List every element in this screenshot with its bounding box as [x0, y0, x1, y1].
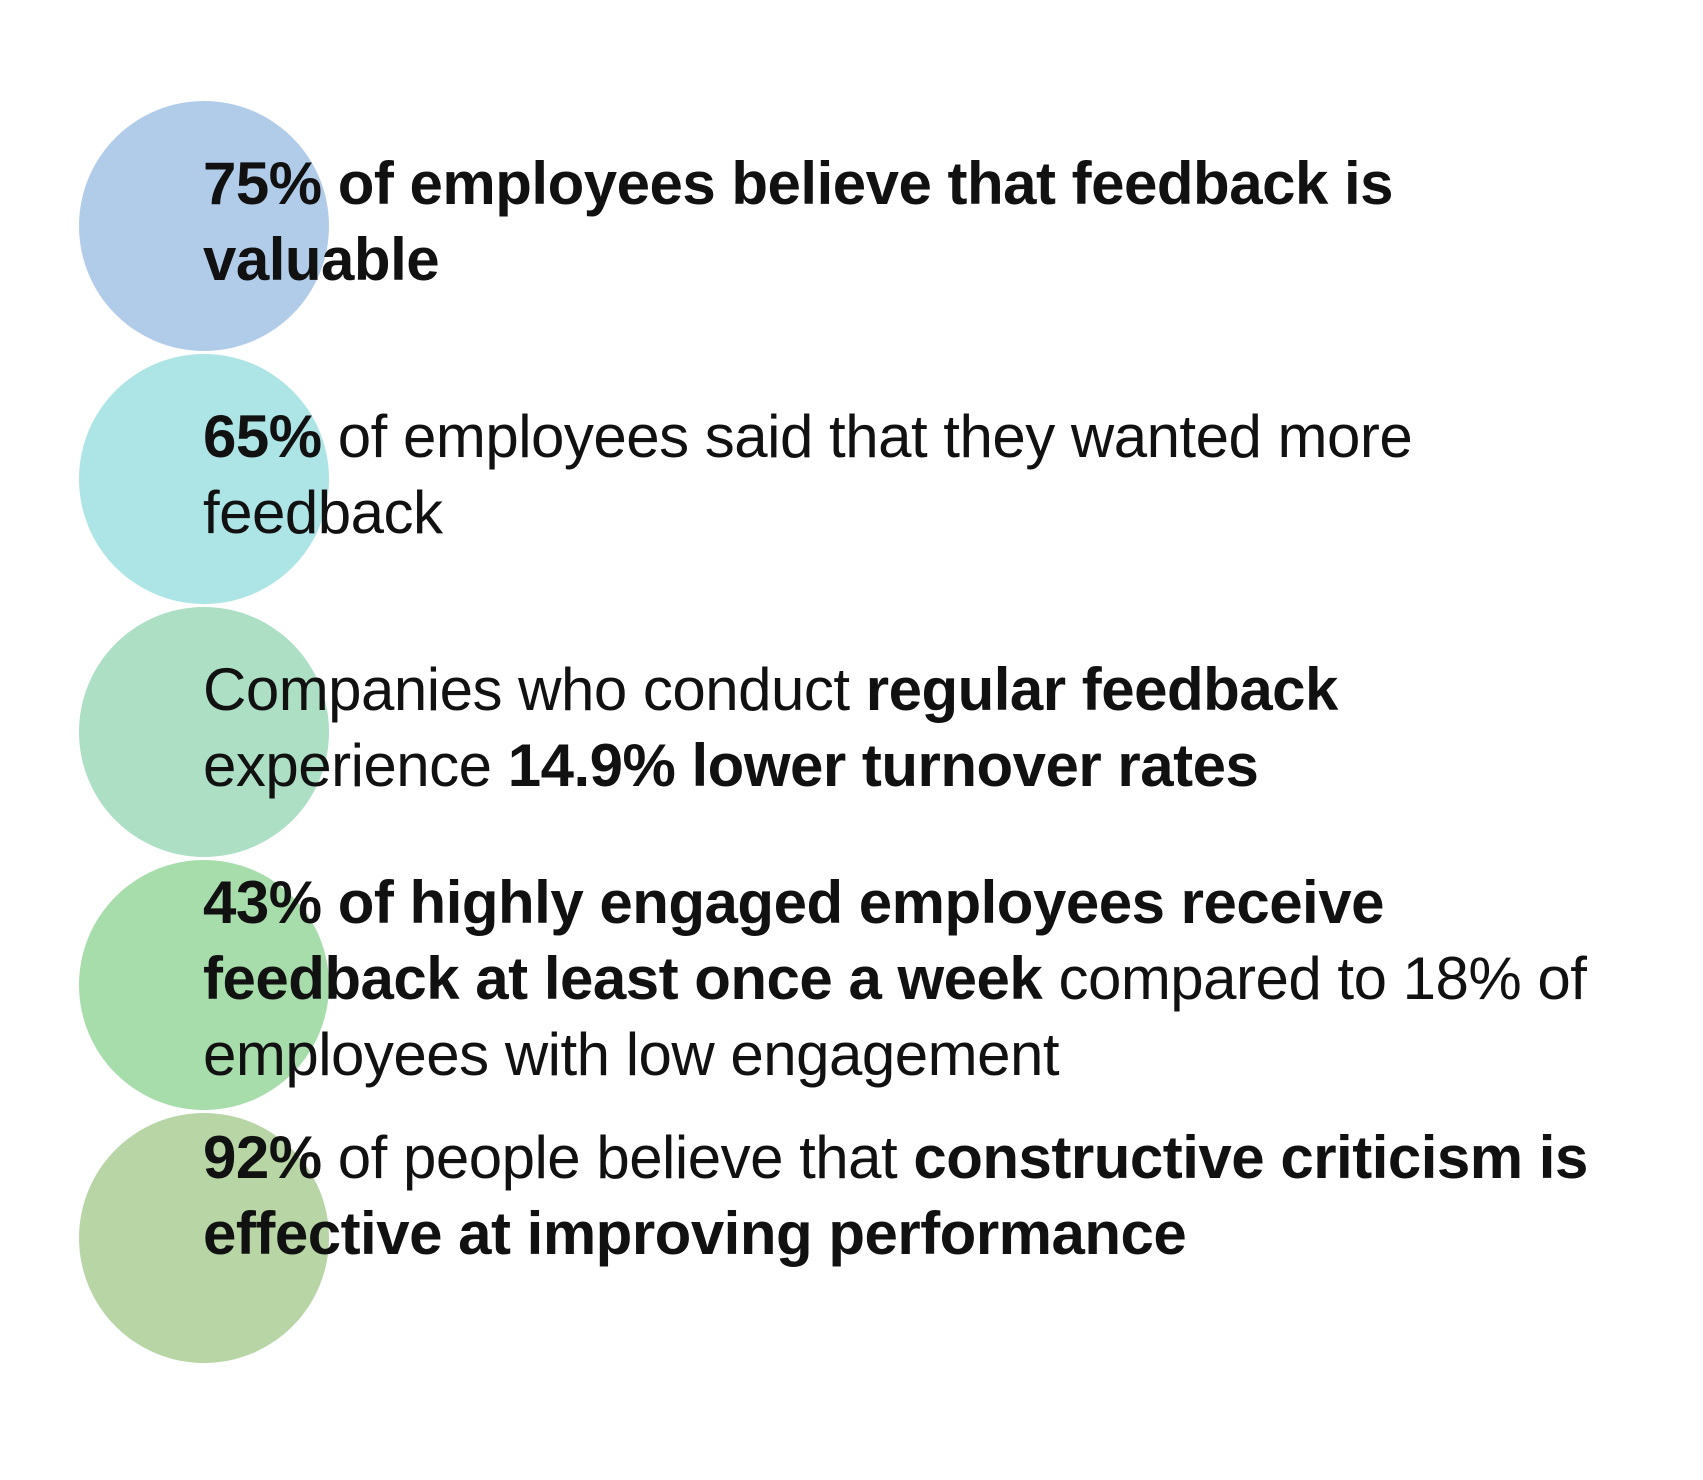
stat-5-segment-3: constructive criticism is effective at i… [203, 1124, 1588, 1267]
stat-1-segment-1: 75% of employees believe that feedback i… [203, 150, 1394, 293]
stat-circle-1 [79, 101, 329, 351]
stat-circle-2 [79, 354, 329, 604]
stat-5-segment-1: 92% [203, 1124, 322, 1191]
stat-text-1: 75% of employees believe that feedback i… [203, 146, 1623, 298]
stat-text-2: 65% of employees said that they wanted m… [203, 399, 1623, 551]
stat-4-segment-2: compared to 18% of employees with low en… [203, 945, 1587, 1088]
stat-2-segment-1: 65% [203, 403, 322, 470]
stat-circle-5 [79, 1113, 329, 1363]
stat-3-segment-1: Companies who conduct [203, 656, 866, 723]
stat-3-segment-4: 14.9% lower turnover rates [507, 732, 1259, 799]
stat-circle-4 [79, 860, 329, 1110]
stat-5-segment-2: of people believe that [321, 1124, 914, 1191]
stat-text-4: 43% of highly engaged employees receive … [203, 865, 1623, 1093]
stat-3-segment-3: experience [203, 732, 508, 799]
stat-text-3: Companies who conduct regular feedback e… [203, 652, 1623, 804]
stat-3-segment-2: regular feedback [865, 656, 1339, 723]
stat-4-segment-1: 43% of highly engaged employees receive … [203, 869, 1384, 1012]
stat-2-segment-2: of employees said that they wanted more … [203, 403, 1413, 546]
stat-text-5: 92% of people believe that constructive … [203, 1120, 1623, 1272]
stat-circle-3 [79, 607, 329, 857]
